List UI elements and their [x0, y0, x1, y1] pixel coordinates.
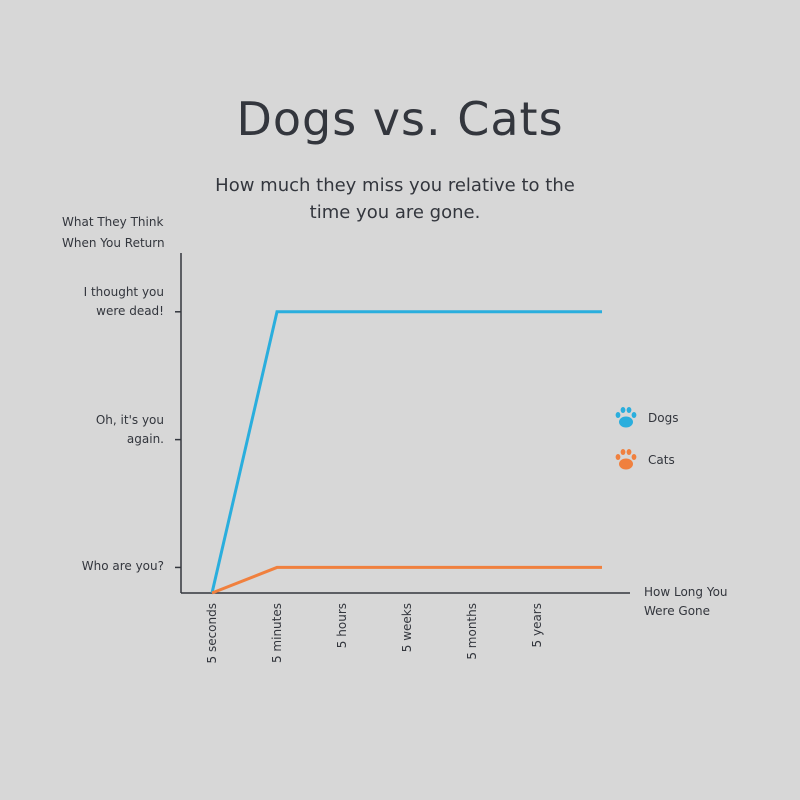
series-line	[211, 565, 602, 595]
x-tick-label: 5 minutes	[270, 603, 284, 663]
chart-title: Dogs vs. Cats	[236, 92, 564, 146]
y-tick-label: Who are you?	[81, 559, 164, 574]
legend-label: Cats	[648, 453, 675, 467]
x-tick-label: 5 seconds	[205, 603, 219, 664]
y-tick-label: I thought you were dead!	[83, 284, 164, 318]
legend-label: Dogs	[648, 411, 678, 425]
paw-toe	[626, 407, 632, 413]
y-tick-label: Oh, it's you again.	[95, 412, 164, 446]
legend-icon	[615, 407, 637, 428]
paw-toe	[620, 407, 626, 413]
y-axis-title: What They Think When You Return	[62, 215, 165, 250]
paw-toe	[631, 454, 637, 460]
x-tick-label: 5 years	[530, 603, 544, 647]
chart-subtitle: How much they miss you relative to the t…	[215, 175, 575, 223]
paw-toe	[620, 449, 626, 455]
legend-icon	[615, 449, 637, 470]
x-tick-label: 5 weeks	[400, 603, 414, 652]
paw-toe	[631, 412, 637, 418]
x-tick-label: 5 months	[465, 603, 479, 660]
paw-toe	[615, 412, 621, 418]
paw-pad	[619, 458, 633, 470]
paw-pad	[619, 416, 633, 428]
paw-toe	[626, 449, 632, 455]
x-tick-label: 5 hours	[335, 603, 349, 648]
series-line	[210, 310, 602, 594]
x-axis-title: How Long You Were Gone	[644, 585, 728, 618]
paw-toe	[615, 454, 621, 460]
